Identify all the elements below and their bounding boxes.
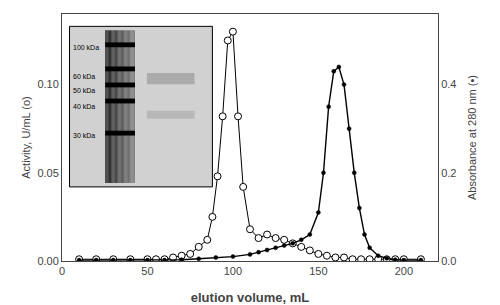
svg-text:100: 100 (224, 265, 242, 277)
svg-text:Activity, U/mL (o): Activity, U/mL (o) (20, 96, 32, 179)
svg-text:0.2: 0.2 (441, 167, 456, 179)
svg-text:50 kDa: 50 kDa (73, 87, 95, 94)
svg-text:150: 150 (309, 265, 327, 277)
svg-text:40 kDa: 40 kDa (73, 103, 95, 110)
svg-text:0.05: 0.05 (37, 167, 58, 179)
svg-text:60 kDa: 60 kDa (73, 73, 95, 80)
svg-text:0.10: 0.10 (37, 78, 58, 90)
svg-text:Absorbance at 280 nm (•): Absorbance at 280 nm (•) (466, 75, 478, 200)
svg-text:elution volume, mL: elution volume, mL (191, 290, 310, 305)
svg-text:100 kDa: 100 kDa (73, 44, 99, 51)
svg-text:0.4: 0.4 (441, 78, 456, 90)
svg-text:50: 50 (141, 265, 153, 277)
svg-text:200: 200 (395, 265, 413, 277)
svg-text:0: 0 (59, 265, 65, 277)
svg-text:30 kDa: 30 kDa (73, 132, 95, 139)
svg-text:0.0: 0.0 (441, 255, 456, 267)
svg-text:0.00: 0.00 (37, 255, 58, 267)
